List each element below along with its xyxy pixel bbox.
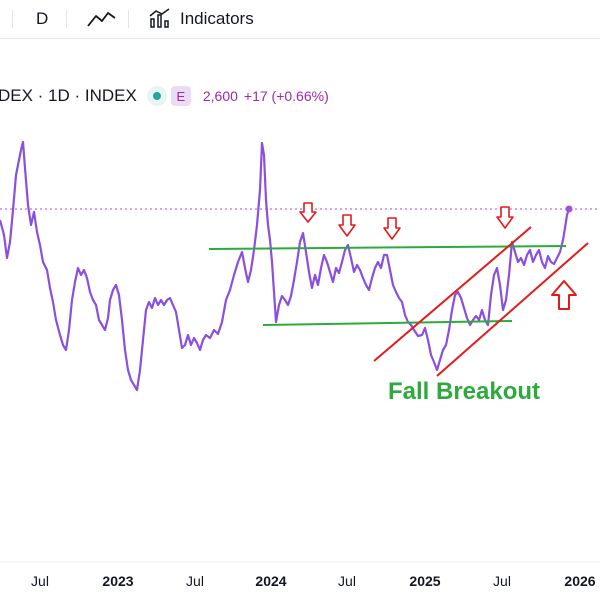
price-change: +17 (+0.66%) (243, 88, 329, 104)
support-line (262, 320, 513, 326)
toolbar-separator (128, 10, 129, 28)
down-arrow-icon (299, 202, 317, 223)
toolbar-separator (66, 10, 67, 28)
x-tick-label: Jul (493, 573, 511, 589)
indicators-button[interactable]: Indicators (148, 8, 254, 30)
indicators-icon (149, 8, 170, 28)
up-arrow-icon (551, 280, 577, 310)
toolbar-separator (12, 10, 13, 28)
market-status-dot (152, 92, 161, 100)
x-tick-label: Jul (31, 573, 49, 589)
down-arrow-icon (496, 206, 514, 229)
symbol-legend: DEX · 1D · INDEX E 2,600 +17 (+0.66%) (0, 84, 329, 108)
exchange-badge: E (170, 86, 191, 106)
interval-button[interactable]: D (36, 8, 48, 30)
line-chart-icon (87, 12, 116, 27)
down-arrow-icon (338, 214, 356, 237)
chart-type-button[interactable] (86, 8, 118, 30)
channel-lower-line (436, 242, 589, 377)
indicators-label: Indicators (180, 9, 254, 28)
chart-toolbar: D Indicators (0, 0, 600, 39)
x-tick-label: 2023 (102, 573, 133, 589)
x-tick-label: Jul (186, 573, 204, 589)
x-tick-label: 2026 (564, 573, 595, 589)
x-tick-label: Jul (338, 573, 356, 589)
x-tick-label: 2024 (255, 573, 286, 589)
down-arrow-icon (383, 217, 401, 240)
market-status-badge (146, 86, 167, 106)
resistance-line (208, 245, 567, 250)
channel-upper-line (373, 226, 532, 362)
last-price-marker (565, 205, 573, 213)
symbol-name[interactable]: DEX · 1D · INDEX (0, 86, 137, 105)
last-price: 2,600 (202, 88, 238, 104)
breakout-annotation: Fall Breakout (388, 378, 540, 405)
price-series-line (0, 140, 571, 392)
x-tick-label: 2025 (409, 573, 440, 589)
interval-label: D (36, 9, 49, 28)
x-axis-ticks: Jul 2023 Jul 2024 Jul 2025 Jul 2026 (31, 573, 596, 589)
